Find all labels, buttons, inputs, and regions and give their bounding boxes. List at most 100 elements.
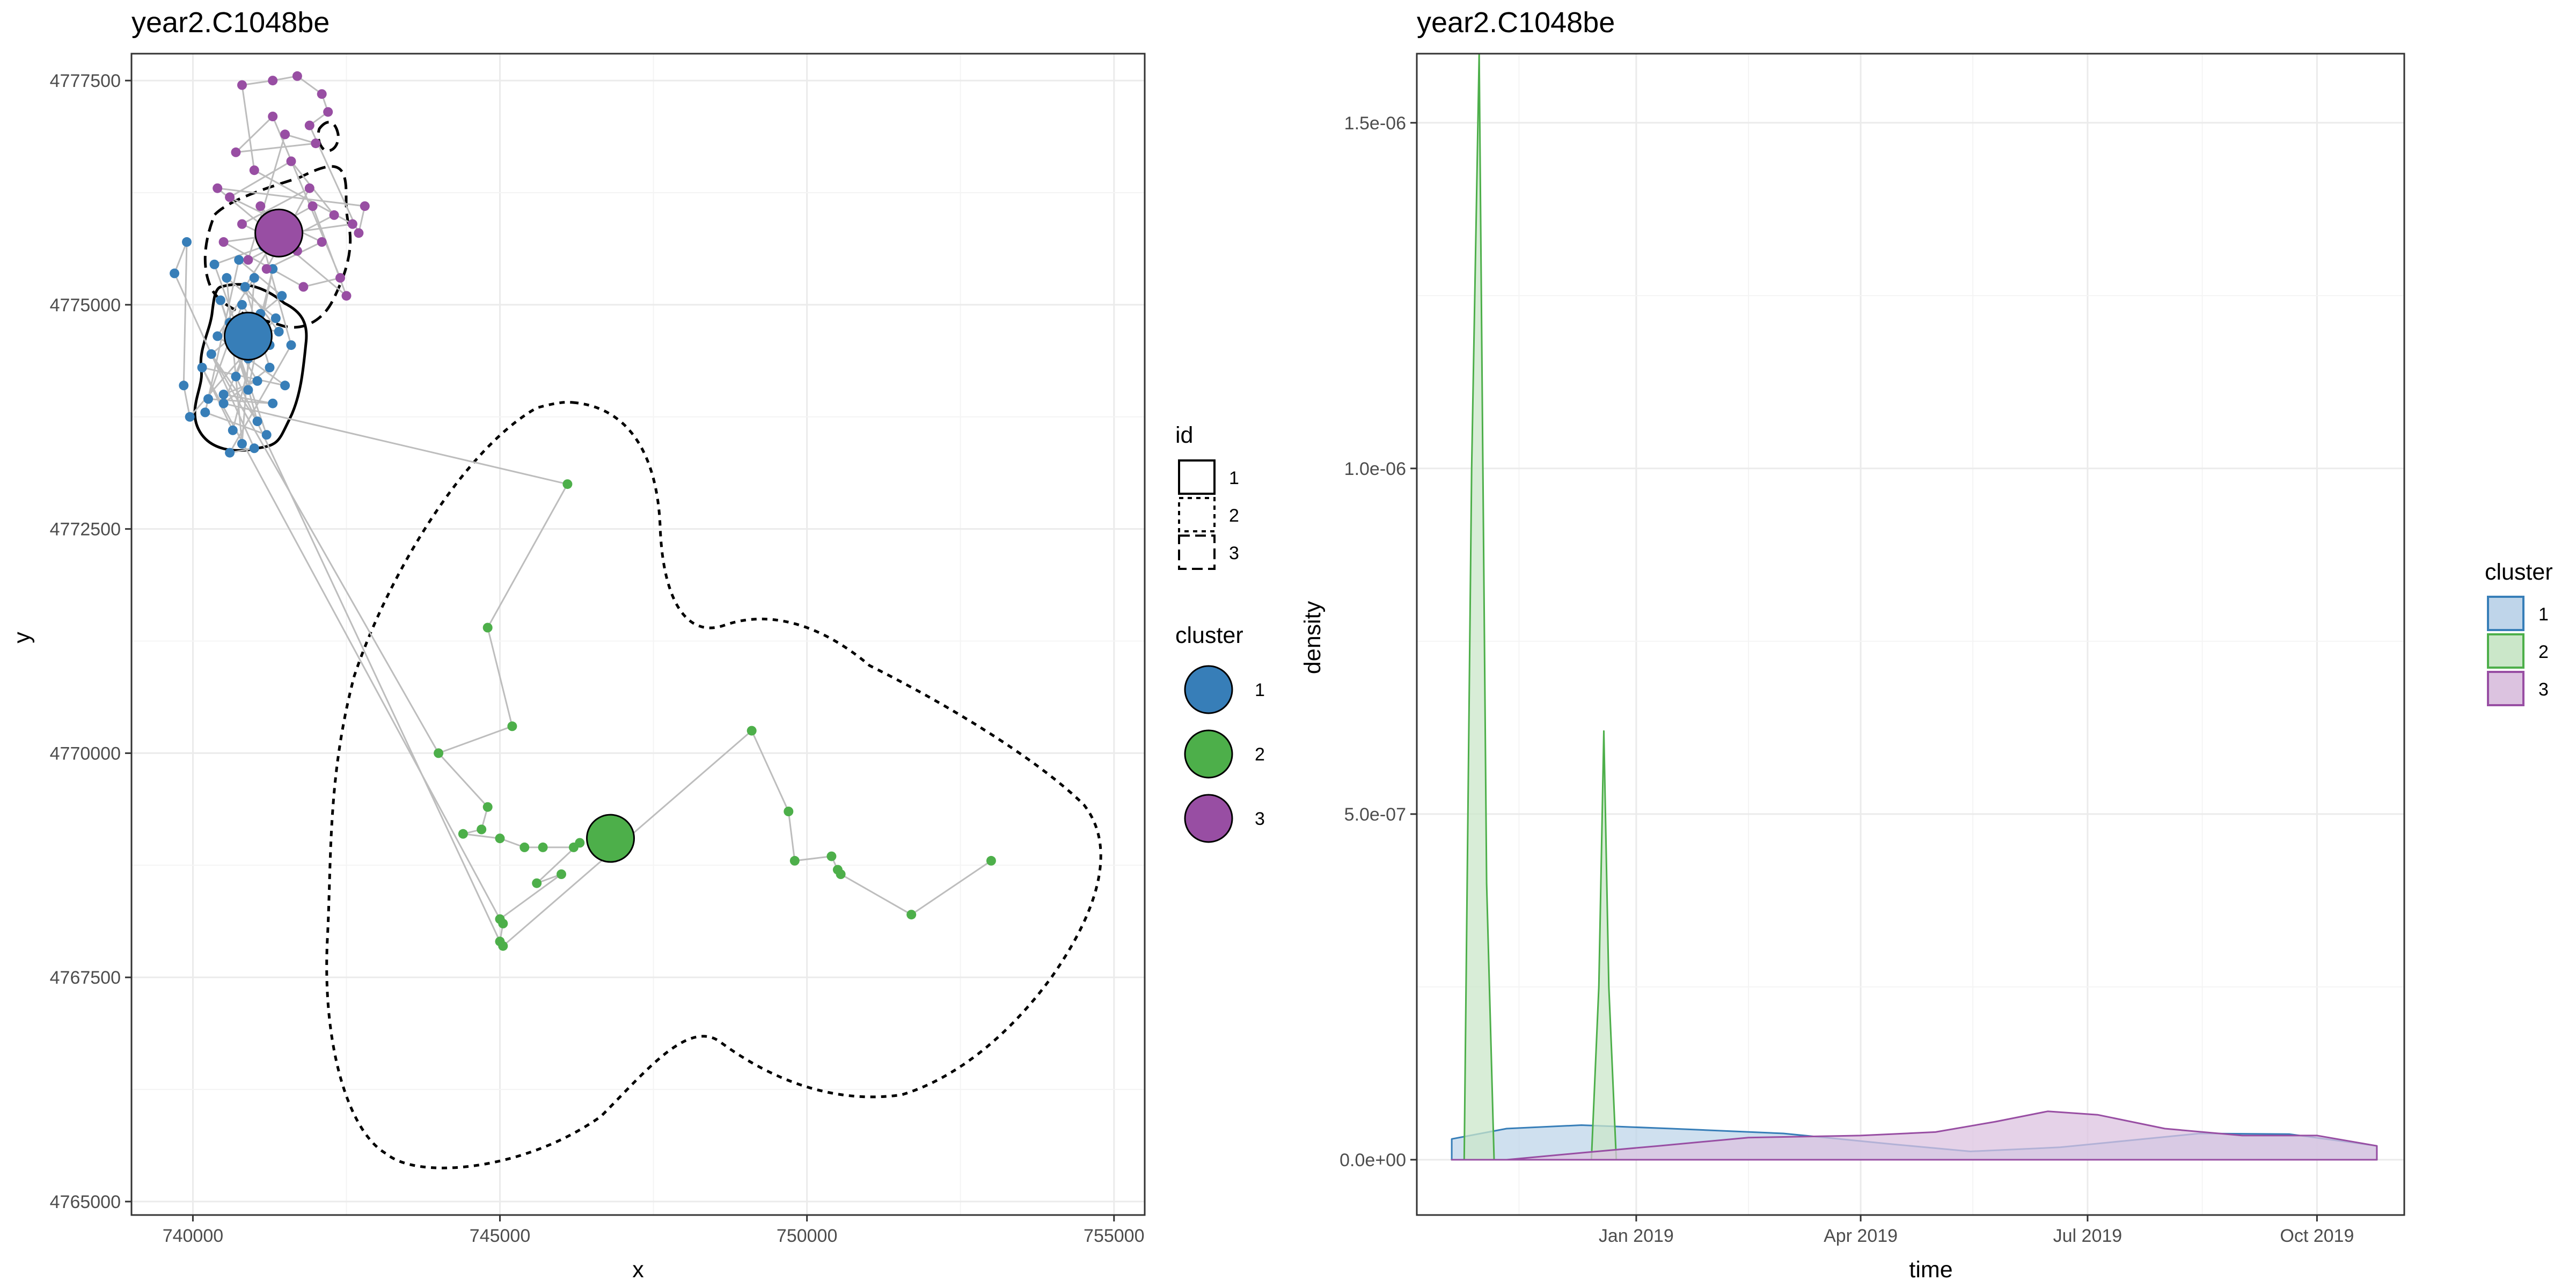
location-point-cluster-1 — [222, 273, 232, 283]
y-tick-label: 4765000 — [50, 1192, 121, 1212]
location-point-cluster-1 — [234, 255, 244, 265]
y-tick-label: 4777500 — [50, 71, 121, 91]
location-point-cluster-2 — [434, 748, 444, 758]
location-point-cluster-1 — [237, 438, 247, 449]
location-point-cluster-3 — [360, 201, 370, 211]
location-point-cluster-1 — [179, 380, 189, 391]
cluster-legend-left-label-2: 2 — [1255, 744, 1265, 765]
cluster-legend-left-label-3: 3 — [1255, 809, 1265, 829]
x-tick-label: Jul 2019 — [2053, 1226, 2123, 1246]
location-point-cluster-2 — [906, 910, 917, 920]
location-point-cluster-1 — [261, 430, 272, 440]
location-point-cluster-3 — [298, 282, 309, 292]
track-cluster-3 — [215, 75, 366, 298]
location-point-cluster-1 — [286, 340, 296, 350]
id-legend-label-2: 2 — [1229, 506, 1239, 526]
location-point-cluster-1 — [274, 327, 284, 336]
movement-panel: year2.C1048be x y 740000 745000 750000 7550… — [9, 6, 1265, 1283]
location-point-cluster-3 — [323, 107, 333, 117]
location-point-cluster-1 — [249, 443, 259, 453]
cluster-legend-right-key-2 — [2487, 633, 2524, 669]
id-legend-key-3 — [1178, 535, 1216, 570]
location-point-cluster-2 — [519, 842, 530, 852]
density-area-cluster-3 — [1451, 1110, 2378, 1161]
track-connector — [210, 354, 440, 754]
movement-gridlines — [131, 54, 1145, 1215]
location-point-cluster-2 — [482, 623, 493, 633]
y-tick-label: 0.0e+00 — [1340, 1150, 1406, 1170]
density-gridlines — [1417, 54, 2404, 1215]
location-point-cluster-3 — [213, 183, 223, 193]
location-point-cluster-2 — [986, 855, 996, 866]
location-point-cluster-3 — [329, 210, 339, 220]
location-point-cluster-1 — [197, 362, 207, 372]
id-legend-title: id — [1175, 422, 1193, 448]
location-point-cluster-2 — [538, 842, 548, 852]
x-tick-label: 740000 — [163, 1226, 223, 1246]
location-point-cluster-1 — [213, 331, 223, 341]
id-legend-key-1 — [1178, 459, 1216, 495]
density-panel: year2.C1048be time density Jan 2019 Apr 2… — [1300, 6, 2553, 1283]
y-tick-label: 1.5e-06 — [1344, 113, 1406, 134]
location-point-cluster-1 — [280, 380, 290, 391]
y-tick-label: 5.0e-07 — [1344, 804, 1406, 825]
y-tick-label: 4767500 — [50, 968, 121, 988]
location-point-cluster-3 — [354, 228, 364, 238]
x-tick-label: 750000 — [777, 1226, 837, 1246]
cluster-legend-right-label-2: 2 — [2538, 642, 2549, 662]
location-point-cluster-1 — [243, 385, 253, 395]
location-point-cluster-3 — [280, 129, 290, 140]
location-point-cluster-3 — [268, 76, 278, 86]
location-point-cluster-3 — [261, 264, 272, 274]
location-point-cluster-2 — [575, 838, 585, 848]
cluster-legend-right-title: cluster — [2485, 559, 2553, 585]
track-connector — [235, 376, 501, 942]
location-point-cluster-1 — [228, 425, 238, 435]
location-point-cluster-3 — [304, 183, 314, 193]
location-point-cluster-2 — [477, 824, 487, 835]
location-point-cluster-2 — [482, 802, 493, 812]
centroid-cluster-1 — [223, 311, 273, 361]
location-point-cluster-1 — [270, 313, 281, 323]
cluster-centroids — [223, 208, 635, 863]
location-point-cluster-3 — [268, 112, 278, 121]
location-point-cluster-1 — [182, 237, 192, 247]
x-tick-label: Jan 2019 — [1599, 1226, 1674, 1246]
cluster-legend-left-key-2 — [1184, 729, 1233, 779]
density-plot-background — [1417, 54, 2404, 1215]
location-point-cluster-3 — [308, 201, 318, 211]
location-point-cluster-1 — [252, 376, 262, 386]
location-point-cluster-1 — [249, 273, 259, 283]
density-panel-title: year2.C1048be — [1417, 6, 1615, 39]
location-point-cluster-1 — [277, 291, 287, 301]
cluster-legend-left: cluster 1 2 3 — [1175, 623, 1265, 843]
location-point-cluster-1 — [252, 416, 262, 427]
id-legend-key-2 — [1178, 497, 1216, 532]
location-point-cluster-3 — [225, 192, 235, 202]
location-point-cluster-2 — [557, 869, 566, 879]
movement-panel-border — [130, 53, 1146, 1216]
centroid-cluster-2 — [586, 814, 635, 863]
id-legend-label-3: 3 — [1229, 543, 1239, 564]
cluster-legend-left-key-3 — [1184, 794, 1233, 843]
location-point-cluster-1 — [209, 259, 219, 269]
location-point-cluster-1 — [225, 448, 235, 458]
location-point-cluster-3 — [311, 138, 321, 149]
location-point-cluster-2 — [789, 855, 800, 866]
density-axis-ticks: Jan 2019 Apr 2019 Jul 2019 Oct 2019 0.0e+00 5… — [1340, 113, 2354, 1246]
cluster-legend-left-key-1 — [1184, 665, 1233, 714]
location-point-cluster-2 — [495, 833, 505, 844]
location-point-cluster-3 — [304, 120, 314, 130]
id-legend-label-1: 1 — [1229, 468, 1239, 488]
location-point-cluster-2 — [498, 941, 508, 951]
id-legend: id 1 2 3 — [1175, 422, 1239, 570]
location-point-cluster-2 — [562, 479, 573, 489]
location-point-cluster-1 — [240, 282, 250, 292]
location-point-cluster-2 — [784, 807, 794, 816]
movement-panel-title: year2.C1048be — [131, 6, 330, 39]
location-point-cluster-3 — [341, 291, 352, 301]
location-point-cluster-3 — [335, 273, 345, 283]
movement-y-axis-title: y — [9, 632, 35, 643]
x-tick-label: 755000 — [1084, 1226, 1144, 1246]
cluster-legend-right: cluster 1 2 3 — [2485, 559, 2553, 706]
